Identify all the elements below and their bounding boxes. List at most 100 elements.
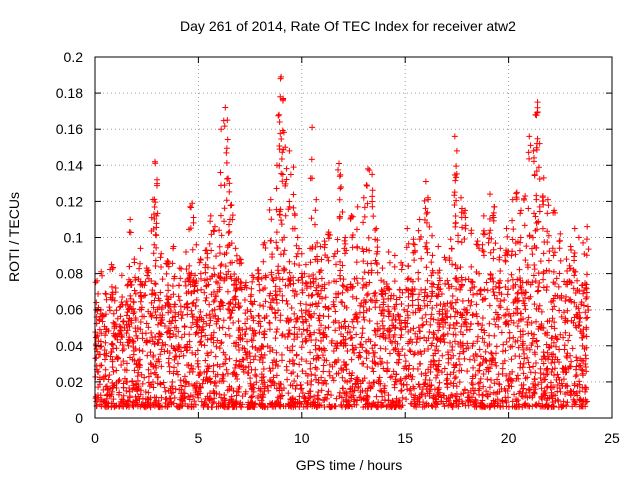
data-point-background <box>539 402 546 409</box>
data-point-streak <box>399 262 406 269</box>
data-point-background <box>333 370 340 377</box>
data-point-streak <box>92 279 99 286</box>
data-point-streak <box>369 198 376 205</box>
data-point-streak <box>333 261 340 268</box>
data-point-streak <box>533 168 540 175</box>
data-point-background <box>233 371 240 378</box>
data-point-streak <box>489 275 496 282</box>
x-tick-label: 10 <box>294 430 310 446</box>
data-point-background <box>505 382 512 389</box>
data-point-background <box>275 307 282 314</box>
data-point <box>373 225 380 232</box>
data-point-background <box>206 301 213 308</box>
data-point-background <box>504 306 511 313</box>
data-point-streak <box>118 331 125 338</box>
data-point-background <box>344 329 351 336</box>
data-point-background <box>486 320 493 327</box>
data-point-streak <box>211 297 218 304</box>
data-point-streak <box>119 347 126 354</box>
data-point-background <box>189 319 196 326</box>
data-point-streak <box>387 327 394 334</box>
data-point-streak <box>183 266 190 273</box>
data-point <box>226 180 233 187</box>
data-point-background <box>141 404 148 411</box>
data-point-background <box>163 293 170 300</box>
data-point-background <box>539 396 546 403</box>
data-point-streak <box>151 196 158 203</box>
data-point-background <box>414 336 421 343</box>
data-point-background <box>544 365 551 372</box>
data-point-background <box>118 362 125 369</box>
data-point-streak <box>462 214 469 221</box>
data-point-background <box>508 377 515 384</box>
data-point-streak <box>241 296 248 303</box>
data-point-background <box>130 401 137 408</box>
data-point-background <box>188 324 195 331</box>
data-point-streak <box>517 275 523 282</box>
data-point-background <box>571 391 578 398</box>
data-point-background <box>514 337 521 344</box>
data-point-background <box>289 395 296 402</box>
data-point-background <box>384 365 391 372</box>
data-point-background <box>313 284 320 291</box>
data-point-streak <box>422 286 429 293</box>
data-point-background <box>570 388 577 395</box>
data-point-streak <box>132 325 139 332</box>
data-point-streak <box>360 219 367 226</box>
data-point-background <box>413 404 420 411</box>
data-point-streak <box>113 307 120 314</box>
data-point-streak <box>576 318 583 325</box>
data-point-background <box>131 367 138 374</box>
data-point-streak <box>223 250 230 257</box>
data-point-streak <box>468 263 475 270</box>
data-point-background <box>273 372 280 379</box>
data-point-background <box>175 341 182 348</box>
data-point-background <box>535 325 542 332</box>
data-point-background <box>465 397 472 404</box>
data-point-streak <box>310 278 317 285</box>
data-point-background <box>521 355 528 362</box>
data-point-streak <box>458 239 465 246</box>
data-point-background <box>555 374 562 381</box>
data-point-streak <box>451 192 458 199</box>
data-point-background <box>458 367 465 374</box>
data-point-background <box>530 389 537 396</box>
data-point-background <box>544 383 551 390</box>
data-point-background <box>378 399 385 406</box>
data-point-background <box>273 349 280 356</box>
data-point-background <box>224 404 231 411</box>
data-point-background <box>433 396 440 403</box>
data-point-streak <box>334 248 341 255</box>
data-point-streak <box>339 289 346 296</box>
data-point-streak <box>231 294 238 301</box>
data-point-streak <box>540 250 547 257</box>
data-point-background <box>464 368 471 375</box>
data-point-background <box>260 365 267 372</box>
data-point-background <box>532 277 539 284</box>
data-point-background <box>582 360 589 367</box>
data-point-background <box>195 330 202 337</box>
data-point-streak <box>275 263 282 270</box>
data-point-streak <box>117 339 124 346</box>
data-point-streak <box>390 334 397 341</box>
data-point-background <box>572 373 579 380</box>
data-point-background <box>432 350 439 357</box>
data-point-background <box>294 399 301 406</box>
data-point-streak <box>225 229 232 236</box>
data-point-background <box>488 400 495 407</box>
data-point-streak <box>575 305 582 312</box>
data-point-background <box>180 395 187 402</box>
data-point-background <box>424 292 431 299</box>
data-point-streak <box>442 310 449 317</box>
data-point-background <box>313 366 320 373</box>
data-point-streak <box>487 249 494 256</box>
data-point-streak <box>440 335 447 342</box>
data-point-streak <box>298 313 305 320</box>
data-point-streak <box>529 234 536 241</box>
y-tick-label: 0.12 <box>56 193 83 209</box>
data-point-streak <box>504 291 511 298</box>
data-point-background <box>477 375 484 382</box>
data-point-background <box>113 367 120 374</box>
data-point-background <box>493 343 500 350</box>
data-point-background <box>501 312 508 319</box>
